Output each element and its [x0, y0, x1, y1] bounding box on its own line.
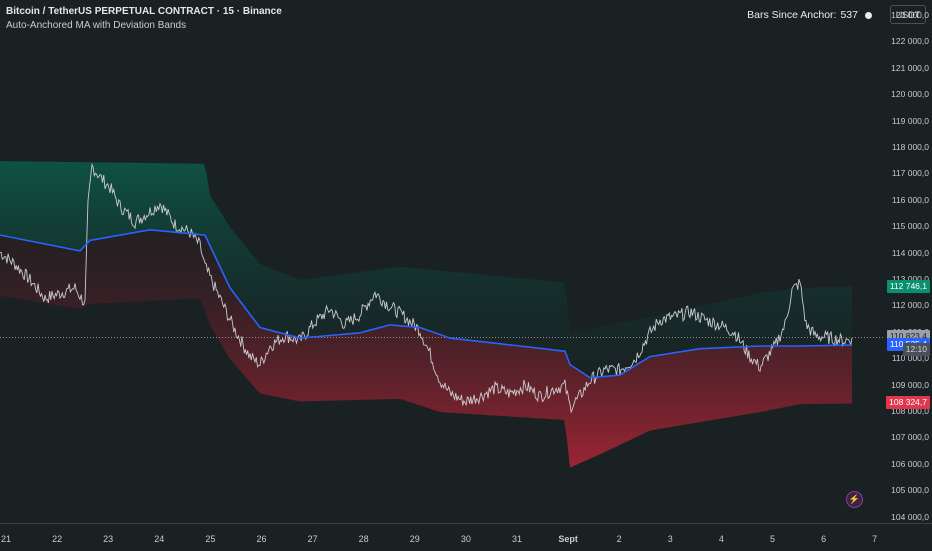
lower-deviation-band: [0, 229, 852, 468]
price-axis[interactable]: 123 000,0 122 000,0 121 000,0 120 000,0 119 …: [884, 0, 932, 523]
time-tick-label: 26: [256, 534, 267, 544]
price-tick-label: 123 000,0: [891, 9, 929, 20]
price-tick-label: 116 000,0: [891, 194, 929, 205]
time-tick-label: 28: [358, 534, 369, 544]
price-tick-label: 113 000,0: [891, 273, 929, 284]
price-tick-label: 115 000,0: [891, 221, 929, 232]
time-tick-label: 30: [460, 534, 471, 544]
time-tick-label: Sept: [558, 534, 578, 544]
price-tick-label: 110 000,0: [891, 353, 929, 364]
bars-since-anchor-value: 537: [840, 9, 858, 21]
price-tick-label: 121 000,0: [891, 62, 929, 73]
symbol-title[interactable]: Bitcoin / TetherUS PERPETUAL CONTRACT · …: [6, 6, 282, 17]
time-tick-label: 2: [616, 534, 622, 544]
price-tick-label: 112 000,0: [891, 300, 929, 311]
price-tick-label: 105 000,0: [891, 485, 929, 496]
price-tick-label: 108 000,0: [891, 406, 929, 417]
time-tick-label: 4: [718, 534, 724, 544]
time-tick-label: 22: [52, 534, 63, 544]
time-tick-label: 25: [205, 534, 216, 544]
upper-band-price-tag: 112 746,1: [886, 279, 930, 293]
time-tick-label: 6: [821, 534, 827, 544]
bars-since-anchor: Bars Since Anchor: 537: [747, 9, 872, 21]
currency-button[interactable]: USDT: [890, 5, 926, 24]
price-tick-label: 109 000,0: [891, 379, 929, 390]
time-tick-label: 31: [511, 534, 523, 544]
price-tick-label: 122 000,0: [891, 36, 929, 47]
indicator-name[interactable]: Auto-Anchored MA with Deviation Bands: [6, 20, 187, 31]
status-dot-icon: [865, 11, 872, 19]
price-tick-label: 117 000,0: [891, 168, 929, 179]
time-axis[interactable]: 21 22 23 24 25 26 27 28 29 30 31 Sept 2 3 4 5 6 7: [0, 523, 932, 551]
time-tick-label: 5: [769, 534, 776, 544]
moving-average-line: [0, 228, 853, 379]
time-tick-label: 7: [872, 534, 878, 544]
price-tick-label: 118 000,0: [891, 141, 929, 152]
time-tick-label: 23: [103, 534, 114, 544]
price-tick-label: 120 000,0: [891, 89, 929, 100]
lower-band-price-tag: 108 324,7: [886, 396, 930, 410]
time-tick-label: 29: [409, 534, 420, 544]
price-tick-label: 107 000,0: [891, 432, 929, 443]
price-tick-label: 104 000,0: [891, 511, 929, 522]
price-series: [0, 162, 853, 414]
upper-deviation-band: [0, 161, 852, 378]
bars-since-anchor-label: Bars Since Anchor:: [747, 9, 837, 21]
price-tick-label: 114 000,0: [891, 247, 929, 258]
price-tick-label: 106 000,0: [891, 458, 929, 469]
time-tick-label: 24: [154, 534, 165, 544]
time-tick-label: 27: [307, 534, 318, 544]
bar-countdown-tag: 12:10: [902, 343, 930, 357]
time-tick-label: 21: [0, 534, 12, 544]
price-tick-label: 119 000,0: [891, 115, 929, 126]
time-tick-label: 3: [667, 534, 673, 544]
chart-header: Bitcoin / TetherUS PERPETUAL CONTRACT · …: [6, 6, 282, 32]
lightning-icon[interactable]: ⚡: [846, 491, 863, 508]
